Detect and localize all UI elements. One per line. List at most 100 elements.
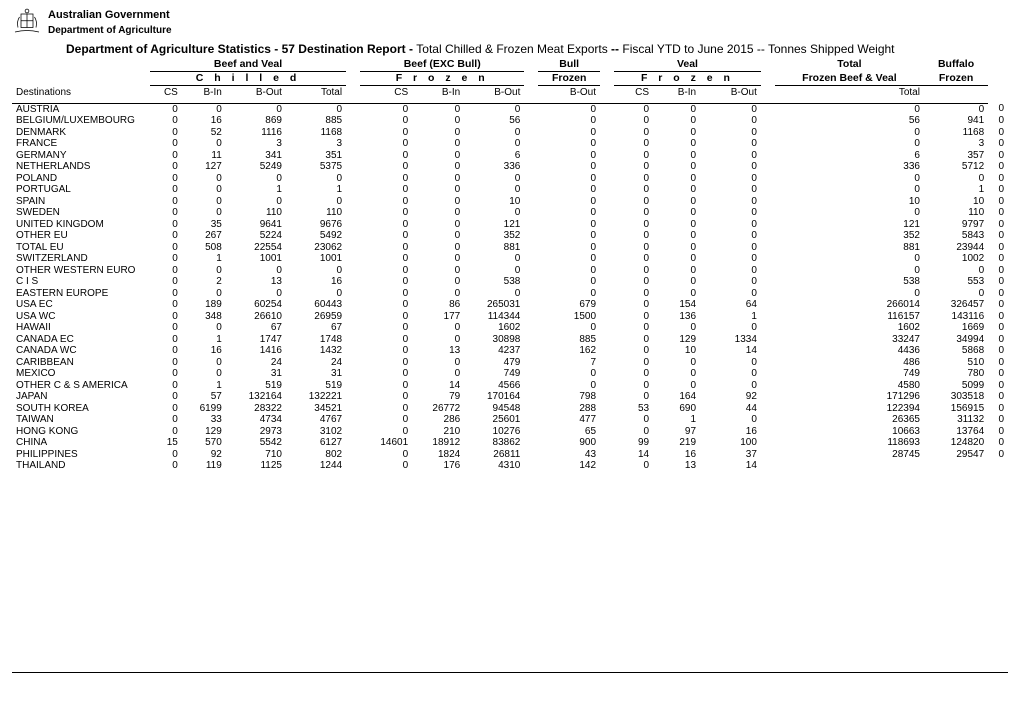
cell-value: 0 xyxy=(614,311,653,323)
cell-value: 0 xyxy=(412,357,464,369)
cell-value: 9641 xyxy=(226,219,286,231)
table-row: TOTAL EU05082255423062008810000881239440 xyxy=(12,242,1008,254)
spacer xyxy=(600,334,614,346)
cell-dest: SWEDEN xyxy=(12,207,150,219)
cell-value: 0 xyxy=(464,184,524,196)
cell-value: 0 xyxy=(700,322,761,334)
table-row: SWEDEN00110110000000001100 xyxy=(12,207,1008,219)
spacer xyxy=(346,357,360,369)
cell-dest: SWITZERLAND xyxy=(12,253,150,265)
cell-value: 0 xyxy=(988,138,1008,150)
cell-value: 0 xyxy=(538,207,600,219)
cell-value: 13 xyxy=(412,345,464,357)
cell-value: 97 xyxy=(653,426,700,438)
spacer xyxy=(761,380,775,392)
cell-value: 121 xyxy=(775,219,924,231)
cell-dest: DENMARK xyxy=(12,127,150,139)
cell-value: 570 xyxy=(182,437,226,449)
spacer xyxy=(524,253,538,265)
spacer xyxy=(600,299,614,311)
gov-text: Australian Government Department of Agri… xyxy=(48,9,172,36)
cell-value: 0 xyxy=(150,391,182,403)
spacer xyxy=(346,150,360,162)
cell-value: 0 xyxy=(360,391,412,403)
spacer xyxy=(761,196,775,208)
table-body: AUSTRIA00000000000000BELGIUM/LUXEMBOURG0… xyxy=(12,103,1008,672)
cell-dest: HONG KONG xyxy=(12,426,150,438)
cell-value: 0 xyxy=(700,127,761,139)
cell-value: 0 xyxy=(924,103,988,115)
spacer xyxy=(761,460,775,672)
cell-value: 5868 xyxy=(924,345,988,357)
spacer xyxy=(600,391,614,403)
cell-value: 5843 xyxy=(924,230,988,242)
cell-value: 26959 xyxy=(286,311,346,323)
cell-value: 52 xyxy=(182,127,226,139)
cell-value: 0 xyxy=(988,345,1008,357)
spacer xyxy=(524,196,538,208)
cell-value: 0 xyxy=(412,184,464,196)
cell-value: 679 xyxy=(538,299,600,311)
cell-value: 11 xyxy=(182,150,226,162)
cell-value: 1 xyxy=(653,414,700,426)
spacer xyxy=(761,276,775,288)
grp-beef-exc: Beef (EXC Bull) xyxy=(360,58,524,72)
cell-value: 0 xyxy=(614,299,653,311)
spacer xyxy=(346,115,360,127)
cell-value: 0 xyxy=(412,115,464,127)
cell-value: 129 xyxy=(182,426,226,438)
cell-value: 92 xyxy=(182,449,226,461)
cell-value: 0 xyxy=(360,253,412,265)
cell-value: 132164 xyxy=(226,391,286,403)
cell-value: 0 xyxy=(614,184,653,196)
cell-value: 0 xyxy=(988,311,1008,323)
cell-value: 142 xyxy=(538,460,600,672)
cell-value: 15 xyxy=(150,437,182,449)
cell-value: 1500 xyxy=(538,311,600,323)
cell-value: 170164 xyxy=(464,391,524,403)
cell-value: 0 xyxy=(360,288,412,300)
cell-value: 0 xyxy=(150,103,182,115)
cell-value: 0 xyxy=(412,103,464,115)
cell-value: 0 xyxy=(614,230,653,242)
cell-value: 0 xyxy=(182,138,226,150)
cell-value: 0 xyxy=(360,276,412,288)
cell-value: 0 xyxy=(614,103,653,115)
cell-value: 519 xyxy=(226,380,286,392)
cell-value: 5224 xyxy=(226,230,286,242)
cell-value: 0 xyxy=(150,115,182,127)
cell-value: 0 xyxy=(988,426,1008,438)
cell-value: 3102 xyxy=(286,426,346,438)
title-period: Fiscal YTD to June 2015 xyxy=(622,42,757,56)
spacer xyxy=(761,242,775,254)
cell-value: 0 xyxy=(538,219,600,231)
cell-value: 553 xyxy=(924,276,988,288)
cell-dest: CANADA EC xyxy=(12,334,150,346)
cell-value: 0 xyxy=(988,150,1008,162)
spacer xyxy=(524,127,538,139)
spacer xyxy=(524,288,538,300)
cell-value: 0 xyxy=(150,426,182,438)
cell-dest: HAWAII xyxy=(12,322,150,334)
cell-value: 0 xyxy=(614,288,653,300)
table-row: NETHERLANDS01275249537500336000033657120 xyxy=(12,161,1008,173)
cell-value: 22554 xyxy=(226,242,286,254)
cell-value: 1244 xyxy=(286,460,346,672)
spacer xyxy=(346,449,360,461)
cell-value: 13764 xyxy=(924,426,988,438)
cell-value: 0 xyxy=(538,196,600,208)
col-bin2: B-In xyxy=(412,86,464,104)
cell-value: 26610 xyxy=(226,311,286,323)
cell-value: 0 xyxy=(360,150,412,162)
cell-value: 34994 xyxy=(924,334,988,346)
table-row: CARIBBEAN0024240047970004865100 xyxy=(12,357,1008,369)
spacer xyxy=(761,414,775,426)
cell-value: 16 xyxy=(182,115,226,127)
cell-value: 10 xyxy=(924,196,988,208)
spacer xyxy=(761,357,775,369)
spacer xyxy=(524,207,538,219)
cell-value: 0 xyxy=(653,288,700,300)
cell-value: 0 xyxy=(614,276,653,288)
title-unit: Tonnes Shipped Weight xyxy=(768,42,895,56)
cell-value: 2973 xyxy=(226,426,286,438)
